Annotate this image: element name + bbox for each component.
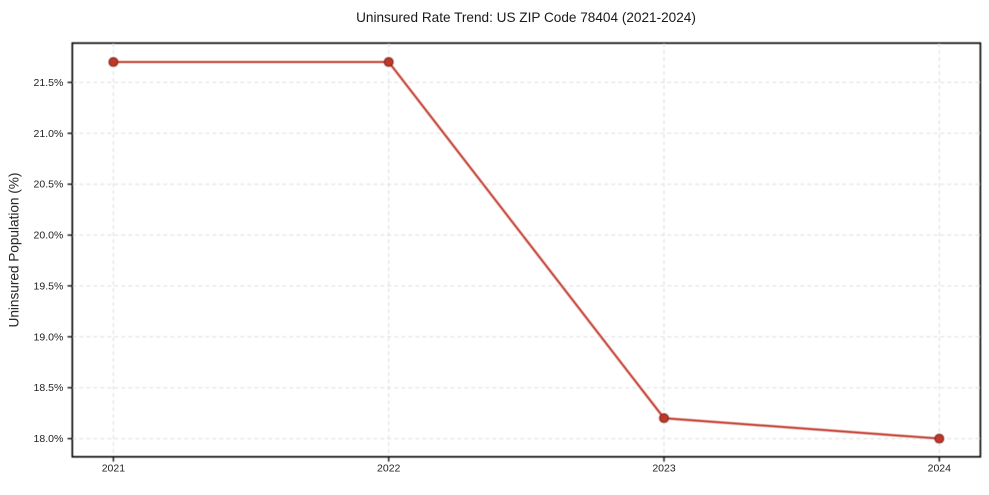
svg-text:2022: 2022	[377, 463, 401, 475]
svg-text:21.0%: 21.0%	[34, 128, 64, 140]
svg-text:2024: 2024	[928, 463, 952, 475]
svg-text:2023: 2023	[652, 463, 676, 475]
svg-text:2021: 2021	[102, 463, 126, 475]
svg-text:21.5%: 21.5%	[34, 77, 64, 89]
svg-text:19.5%: 19.5%	[34, 280, 64, 292]
svg-text:20.5%: 20.5%	[34, 179, 64, 191]
svg-text:18.0%: 18.0%	[34, 433, 64, 445]
svg-text:20.0%: 20.0%	[34, 230, 64, 242]
svg-text:19.0%: 19.0%	[34, 331, 64, 343]
svg-text:18.5%: 18.5%	[34, 382, 64, 394]
